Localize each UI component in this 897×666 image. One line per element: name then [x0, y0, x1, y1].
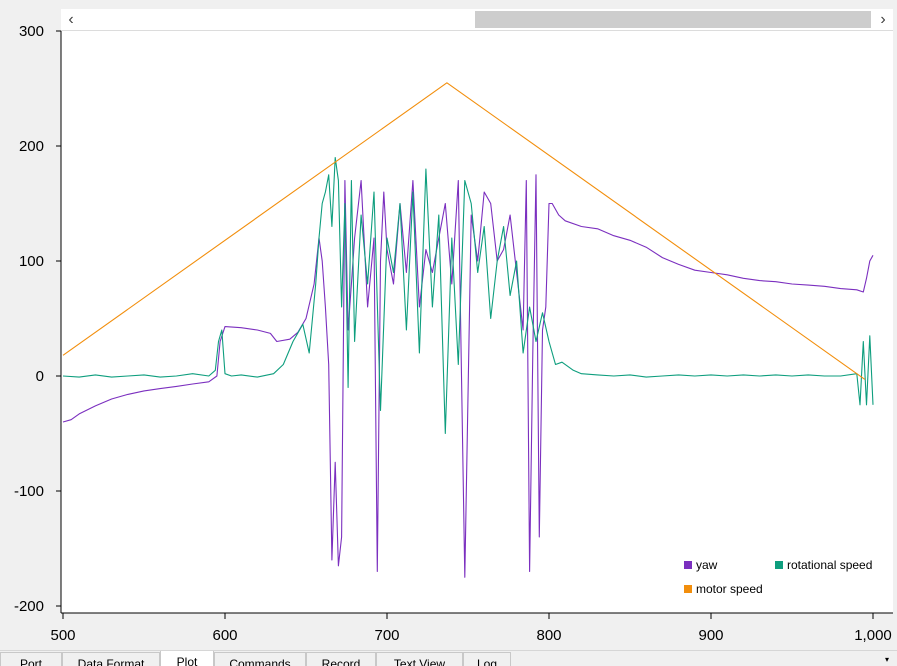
tab-commands[interactable]: Commands	[214, 652, 306, 666]
x-tick-label: 600	[212, 627, 237, 644]
x-tick-label: 500	[50, 627, 75, 644]
legend-swatch	[775, 561, 783, 569]
x-tick-label: 800	[536, 627, 561, 644]
tab-port[interactable]: Port	[0, 652, 62, 666]
x-tick-label: 900	[698, 627, 723, 644]
plot-background	[61, 31, 893, 613]
legend-swatch	[684, 561, 692, 569]
y-tick-label: 0	[36, 368, 44, 385]
y-tick-label: -100	[14, 483, 44, 500]
tab-data-format[interactable]: Data Format	[62, 652, 160, 666]
tab-record[interactable]: Record	[306, 652, 376, 666]
legend-label: yaw	[696, 558, 718, 572]
legend-label: motor speed	[696, 582, 763, 596]
plot-horizontal-scrollbar[interactable]: ‹ ›	[61, 9, 893, 31]
series-line-rotational-speed	[62, 156, 874, 435]
bottom-tab-bar: Port Data Format Plot Commands Record Te…	[0, 650, 897, 666]
series-line-motor-speed	[62, 82, 866, 380]
scroll-right-icon[interactable]: ›	[880, 11, 886, 28]
y-tick-label: 100	[19, 253, 44, 270]
legend-label: rotational speed	[787, 558, 872, 572]
legend: yaw rotational speed motor speed	[684, 558, 872, 596]
tab-log[interactable]: Log	[463, 652, 511, 666]
y-tick-label: 200	[19, 138, 44, 155]
y-tick-label: 300	[19, 23, 44, 40]
series-line-yaw	[62, 174, 874, 578]
tab-menu-chevron-down-icon[interactable]: ▾	[884, 655, 889, 664]
scrollbar-thumb[interactable]	[475, 11, 871, 28]
legend-swatch	[684, 585, 692, 593]
scroll-left-icon[interactable]: ‹	[68, 11, 74, 28]
x-tick-label: 700	[374, 627, 399, 644]
x-tick-label: 1,000	[854, 627, 892, 644]
tab-plot[interactable]: Plot	[160, 651, 214, 666]
tab-text-view[interactable]: Text View	[376, 652, 463, 666]
y-tick-label: -200	[14, 598, 44, 615]
